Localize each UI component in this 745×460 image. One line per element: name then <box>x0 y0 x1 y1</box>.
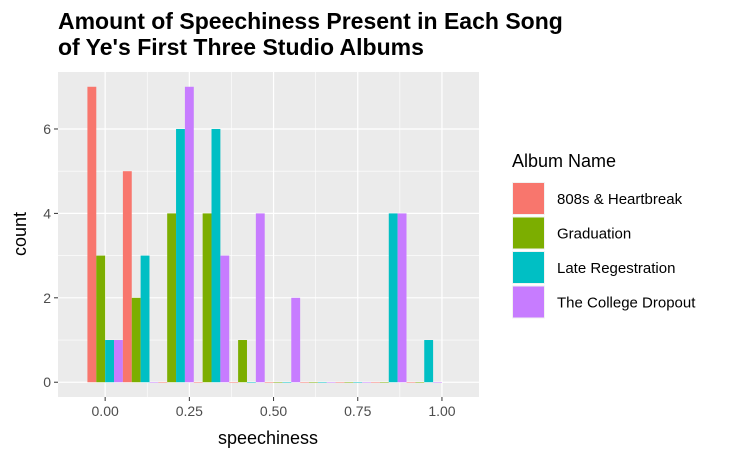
bar <box>344 382 354 383</box>
bar <box>193 382 203 383</box>
bar <box>131 297 141 383</box>
bar <box>167 213 177 383</box>
x-tick-label: 0.25 <box>176 403 203 419</box>
bar <box>184 86 194 383</box>
chart-title-line-2: of Ye's First Three Studio Albums <box>58 34 424 60</box>
x-axis-ticks: 0.00 0.25 0.50 0.75 1.00 <box>92 397 456 419</box>
bar <box>379 382 389 383</box>
grid-minor <box>58 72 479 397</box>
bar <box>300 382 310 383</box>
x-tick-label: 0.75 <box>344 403 371 419</box>
bar <box>211 128 221 383</box>
bar <box>309 382 318 383</box>
bar <box>406 382 416 383</box>
bar <box>140 255 150 383</box>
legend: Album Name 808s & Heartbreak Graduation La… <box>512 151 696 319</box>
bar <box>220 255 230 383</box>
chart-title-line-1: Amount of Speechiness Present in Each So… <box>58 8 563 34</box>
x-tick-label: 0.50 <box>260 403 287 419</box>
legend-swatch <box>513 252 544 283</box>
bar <box>96 255 106 383</box>
bar <box>202 213 212 383</box>
bar <box>229 382 239 383</box>
legend-label: The College Dropout <box>557 295 696 312</box>
bar <box>105 340 115 383</box>
bar <box>335 382 345 383</box>
legend-label: 808s & Heartbreak <box>557 191 683 208</box>
bar <box>238 340 247 383</box>
y-axis-title: count <box>10 212 30 256</box>
bar <box>415 382 425 383</box>
bar <box>264 382 274 383</box>
bar <box>326 382 336 383</box>
bar <box>397 213 407 383</box>
legend-swatch <box>513 217 544 249</box>
x-tick-label: 0.00 <box>92 403 119 419</box>
bar <box>158 382 168 383</box>
legend-swatch <box>513 183 544 214</box>
bar <box>433 382 442 383</box>
bar <box>424 340 434 383</box>
legend-label: Late Regestration <box>557 260 675 277</box>
legend-label: Graduation <box>557 226 631 243</box>
y-tick-label: 4 <box>43 205 51 221</box>
bar <box>317 382 327 383</box>
bar <box>282 382 292 383</box>
bar <box>273 382 283 383</box>
bars <box>87 86 442 383</box>
y-tick-label: 2 <box>43 290 51 306</box>
bar <box>176 128 185 383</box>
bar <box>149 382 159 383</box>
bar <box>371 382 380 383</box>
x-axis-title: speechiness <box>218 428 318 448</box>
bar <box>291 297 301 383</box>
bar <box>353 382 363 383</box>
bar <box>114 340 123 383</box>
bar <box>362 382 372 383</box>
bar <box>388 213 398 383</box>
bar <box>122 171 132 383</box>
legend-title: Album Name <box>512 151 616 171</box>
legend-items: 808s & Heartbreak Graduation Late Regestra… <box>512 182 696 319</box>
y-axis-ticks: 0 2 4 6 <box>43 121 58 390</box>
bar <box>255 213 265 383</box>
bar <box>246 382 256 383</box>
x-tick-label: 1.00 <box>428 403 455 419</box>
y-tick-label: 0 <box>43 374 51 390</box>
bar <box>87 86 97 383</box>
legend-swatch <box>513 286 544 318</box>
y-tick-label: 6 <box>43 121 51 137</box>
